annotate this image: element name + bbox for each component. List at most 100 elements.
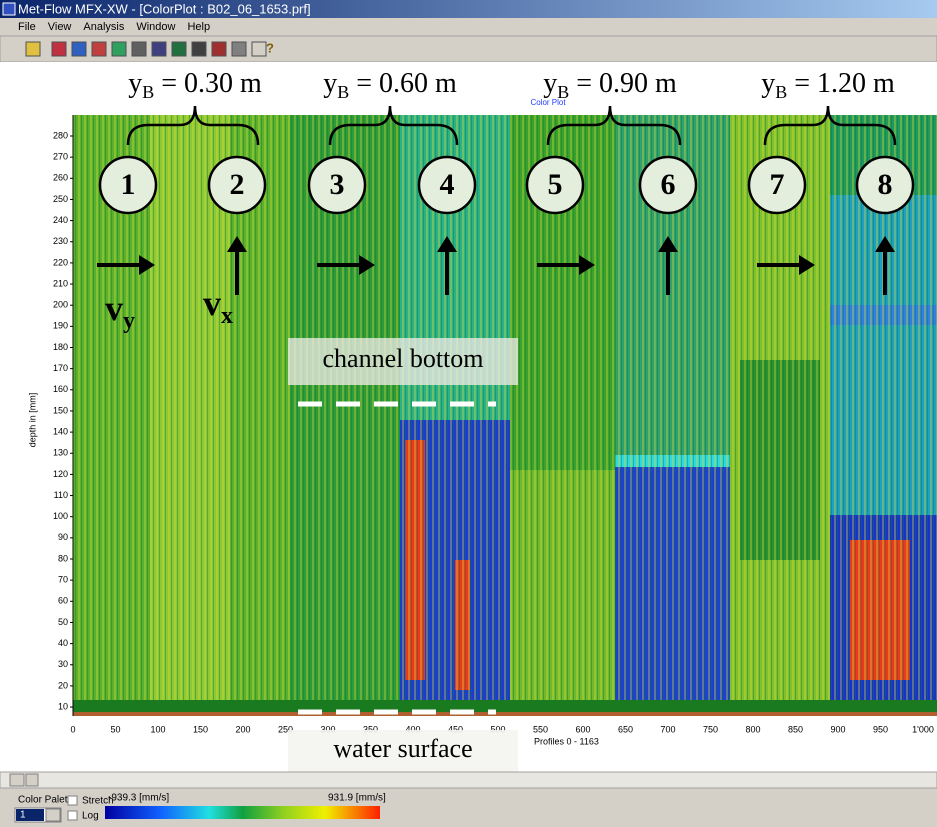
palette-max: 931.9 [mm/s] — [328, 793, 386, 804]
menu-item[interactable]: Window — [136, 21, 175, 33]
y-tick-label: 100 — [53, 511, 68, 521]
toolbar-icon[interactable] — [231, 41, 247, 57]
y-tick-label: 70 — [58, 575, 68, 585]
x-tick-label: 900 — [830, 724, 845, 734]
x-tick-label: 750 — [703, 724, 718, 734]
group-text: = 0.90 m — [569, 68, 677, 99]
menu-item[interactable]: View — [48, 21, 72, 33]
y-tick-label: 90 — [58, 532, 68, 542]
y-tick-label: 250 — [53, 194, 68, 204]
group-sub: B — [557, 82, 569, 102]
marker-number: 3 — [330, 168, 345, 201]
palette-selected-bg — [16, 809, 44, 821]
toolbar-icon[interactable] — [51, 41, 67, 57]
scroll-left[interactable] — [9, 773, 25, 787]
heatmap-cell — [73, 712, 937, 716]
x-tick-label: 250 — [278, 724, 293, 734]
app-icon — [2, 2, 16, 16]
menu-item[interactable]: Analysis — [83, 21, 124, 33]
brace — [328, 105, 459, 146]
x-tick-label: 50 — [110, 724, 120, 734]
x-tick-label: 100 — [150, 724, 165, 734]
toolbar-icon[interactable] — [251, 41, 267, 57]
group-text: = 1.20 m — [787, 68, 895, 99]
x-tick-label: 450 — [448, 724, 463, 734]
menu-item[interactable]: File — [18, 21, 36, 33]
arrow-head — [359, 255, 375, 275]
palette-value: 1 — [20, 810, 26, 821]
group-label: yB = 0.60 m — [323, 68, 457, 102]
y-tick-label: 130 — [53, 448, 68, 458]
y-tick-label: 170 — [53, 363, 68, 373]
heatmap-cell — [73, 700, 937, 715]
marker-number: 7 — [770, 168, 785, 201]
plot-title: Color Plot — [530, 98, 566, 107]
brace — [546, 105, 682, 146]
help-button[interactable]: ? — [266, 40, 274, 55]
group-text: = 0.30 m — [154, 68, 262, 99]
arrow-head — [579, 255, 595, 275]
brace — [126, 105, 260, 146]
y-tick-label: 60 — [58, 596, 68, 606]
y-tick-label: 240 — [53, 215, 68, 225]
scrollbar[interactable] — [0, 771, 937, 789]
palette-label: Color Palette — [18, 795, 76, 806]
toolbar-icon[interactable] — [191, 41, 207, 57]
stretch-checkbox[interactable] — [67, 795, 78, 806]
toolbar-icon[interactable] — [71, 41, 87, 57]
arrow-head — [875, 236, 895, 252]
arrow-head — [139, 255, 155, 275]
y-tick-label: 10 — [58, 701, 68, 711]
y-tick-label: 120 — [53, 469, 68, 479]
x-tick-label: 200 — [235, 724, 250, 734]
brace — [763, 105, 897, 146]
channel-bottom: channel bottom — [322, 344, 483, 373]
arrow-head — [658, 236, 678, 252]
x-tick-label: 700 — [660, 724, 675, 734]
y-tick-label: 260 — [53, 173, 68, 183]
marker-number: 1 — [121, 168, 136, 201]
color-bar — [105, 806, 380, 819]
x-tick-label: 600 — [575, 724, 590, 734]
marker-number: 6 — [661, 168, 676, 201]
velocity-sub: x — [221, 303, 233, 329]
toolbar-icon[interactable] — [131, 41, 147, 57]
marker-circle — [98, 155, 158, 215]
velocity-label: vx — [203, 283, 233, 328]
y-axis-label: depth in [mm] — [27, 393, 37, 448]
stretch-label: Stretch — [82, 796, 114, 807]
palette-dropdown[interactable] — [45, 808, 61, 822]
marker-number: 4 — [440, 168, 455, 201]
log-checkbox[interactable] — [67, 810, 78, 821]
toolbar-icon[interactable] — [211, 41, 227, 57]
group-sub: B — [775, 82, 787, 102]
x-tick-label: 150 — [193, 724, 208, 734]
marker-circle — [207, 155, 267, 215]
y-tick-label: 50 — [58, 617, 68, 627]
toolbar-icon[interactable] — [171, 41, 187, 57]
toolbar-icon[interactable] — [151, 41, 167, 57]
x-tick-label: 800 — [745, 724, 760, 734]
group-var: y — [761, 68, 775, 99]
y-tick-label: 20 — [58, 680, 68, 690]
window-title: Met-Flow MFX-XW - [ColorPlot : B02_06_16… — [18, 1, 311, 16]
velocity-var: v — [203, 283, 221, 323]
y-tick-label: 270 — [53, 152, 68, 162]
marker-circle — [638, 155, 698, 215]
marker-circle — [855, 155, 915, 215]
scroll-thumb[interactable] — [25, 773, 39, 787]
title-bar — [0, 0, 937, 18]
group-var: y — [543, 68, 557, 99]
velocity-var: v — [105, 288, 123, 328]
marker-number: 5 — [548, 168, 563, 201]
toolbar-icon[interactable] — [111, 41, 127, 57]
marker-number: 8 — [878, 168, 893, 201]
toolbar-icon[interactable] — [25, 41, 41, 57]
group-label: yB = 1.20 m — [761, 68, 895, 102]
menu-item[interactable]: Help — [187, 21, 210, 33]
x-tick-label: 500 — [490, 724, 505, 734]
toolbar-icon[interactable] — [91, 41, 107, 57]
x-tick-label: 350 — [363, 724, 378, 734]
y-tick-label: 230 — [53, 236, 68, 246]
